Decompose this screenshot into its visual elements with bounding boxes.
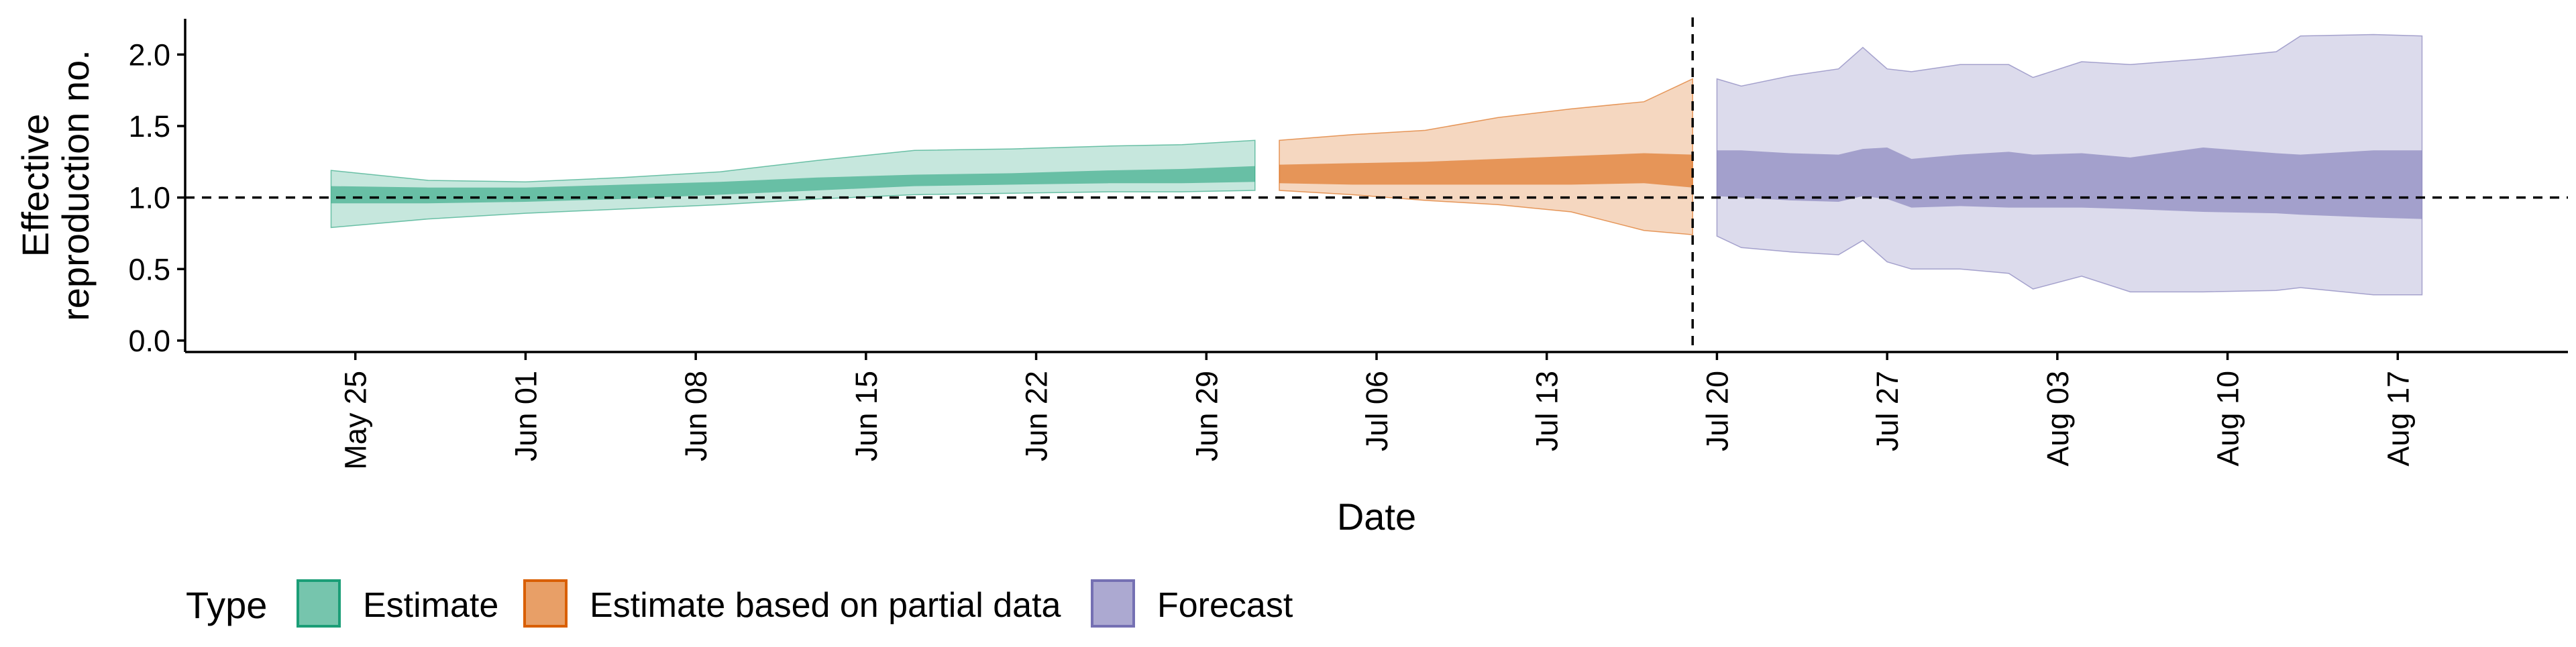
bands-layer <box>330 34 2423 296</box>
y-axis-title: Effective reproduction no. <box>14 50 97 321</box>
legend-label-estimate: Estimate <box>363 586 498 625</box>
x-tick-label: Aug 03 <box>2041 371 2075 467</box>
legend-key-estimate <box>297 579 341 628</box>
x-tick-label: Jun 08 <box>679 371 713 461</box>
x-tick-label: Jun 22 <box>1020 371 1054 461</box>
x-axis-title: Date <box>1337 495 1416 538</box>
x-tick-label: Jun 29 <box>1189 371 1224 461</box>
y-tick-label: 2.0 <box>128 38 170 72</box>
x-tick-label: Jul 06 <box>1360 371 1394 451</box>
x-tick-label: Jun 01 <box>508 371 543 461</box>
legend-label-forecast: Forecast <box>1157 586 1293 625</box>
legend-title: Type <box>186 584 267 626</box>
y-tick-label: 1.0 <box>128 181 170 215</box>
x-tick-label: May 25 <box>339 371 373 470</box>
y-axis-title-line-2: reproduction no. <box>54 50 97 321</box>
band-inner-estimate <box>331 166 1255 204</box>
legend-key-forecast <box>1091 579 1135 628</box>
legend: Type Estimate Estimate based on partial d… <box>186 579 1293 628</box>
x-tick-label: Jun 15 <box>849 371 883 461</box>
x-tick-label: Jul 20 <box>1700 371 1734 451</box>
x-tick-label: Aug 17 <box>2381 371 2415 467</box>
legend-label-estimate-based-on-partial-data: Estimate based on partial data <box>590 586 1061 625</box>
y-axis-title-line-1: Effective <box>14 114 56 257</box>
x-tick-label: Aug 10 <box>2211 371 2245 467</box>
reference-lines-layer <box>185 17 2568 352</box>
band-inner-forecast <box>1717 148 2422 219</box>
x-tick-label: Jul 13 <box>1530 371 1564 451</box>
x-tick-label: Jul 27 <box>1870 371 1904 451</box>
y-tick-label: 0.5 <box>128 252 170 286</box>
legend-key-estimate-based-on-partial-data <box>523 579 568 628</box>
axes-layer: 0.0 0.5 1.0 1.5 2.0 May 25 Jun 01 Jun 08 Jun 15 J… <box>128 19 2568 470</box>
band-inner-estimate-based-on-partial-data <box>1279 153 1693 188</box>
y-tick-label: 0.0 <box>128 324 170 358</box>
y-tick-label: 1.5 <box>128 109 170 143</box>
